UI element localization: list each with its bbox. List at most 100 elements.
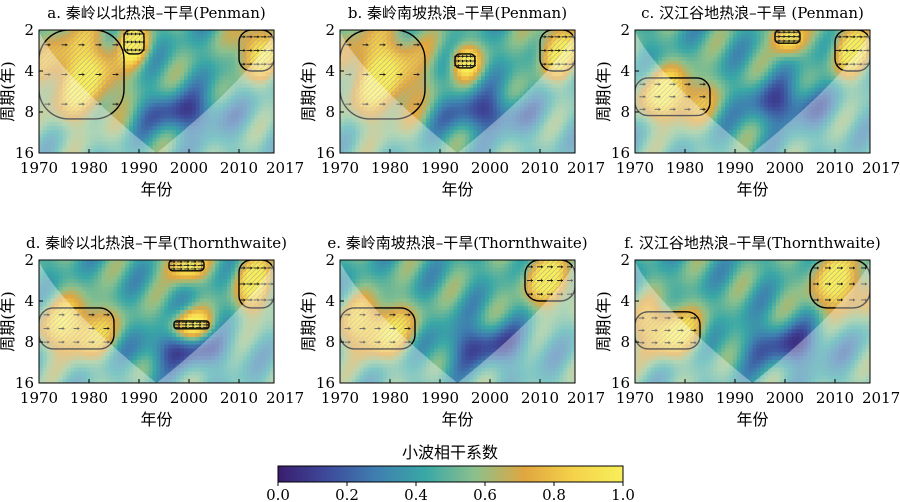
y-tick-label: 4 (325, 62, 335, 80)
colorbar-tick-label: 0.0 (266, 486, 290, 502)
y-tick-label: 8 (24, 103, 34, 121)
x-tick-label: 1980 (70, 159, 108, 177)
x-tick-label: 2010 (220, 159, 258, 177)
colorbar-tick-label: 0.2 (335, 486, 359, 502)
cone-of-influence (457, 260, 575, 383)
y-axis-label: 周期(年) (299, 291, 318, 352)
x-tick-label: 1980 (371, 159, 409, 177)
y-tick-label: 2 (620, 21, 630, 39)
y-tick-label: 4 (24, 292, 34, 310)
plot-frame (634, 259, 871, 384)
x-axis-label: 年份 (140, 410, 172, 429)
x-tick-label: 1990 (421, 389, 459, 407)
y-tick-label: 8 (620, 103, 630, 121)
x-tick-label: 1990 (421, 159, 459, 177)
panel-c: c. 汉江谷地热浪–干旱 (Penman) 1970 1980 1990 2000 201… (594, 4, 900, 199)
y-tick-label: 16 (15, 144, 34, 162)
x-tick-label: 2017 (862, 159, 900, 177)
phase-arrows (344, 265, 573, 344)
panel-title: e. 秦岭南坡热浪–干旱(Thornthwaite) (327, 234, 587, 252)
x-tick-label: 2000 (471, 159, 509, 177)
y-tick-label: 2 (24, 21, 34, 39)
x-tick-label: 1980 (70, 389, 108, 407)
x-axis-label: 年份 (441, 410, 473, 429)
y-tick-label: 2 (24, 251, 34, 269)
x-tick-label: 2017 (266, 389, 304, 407)
x-tick-label: 2000 (170, 389, 208, 407)
phase-arrows (345, 35, 575, 106)
x-tick-label: 1970 (616, 389, 654, 407)
x-tick-label: 2000 (766, 159, 804, 177)
significance-contour (238, 260, 274, 309)
cone-of-influence (156, 30, 274, 153)
significance-contour (635, 77, 711, 117)
significance-contour (635, 311, 701, 350)
x-tick-label: 2000 (471, 389, 509, 407)
significance-contour (524, 260, 575, 302)
y-tick-label: 16 (316, 374, 335, 392)
colorbar: 小波相干系数 0.0 0.2 0.4 0.6 0.8 1.0 (266, 443, 635, 502)
cone-of-influence (752, 30, 870, 153)
significance-contour (834, 30, 870, 72)
significance-contour (340, 30, 426, 120)
significance-contour (39, 30, 125, 120)
x-tick-label: 2010 (220, 389, 258, 407)
y-tick-label: 2 (620, 251, 630, 269)
x-tick-label: 1970 (20, 159, 58, 177)
cone-of-influence (340, 30, 458, 153)
plot-frame (339, 259, 576, 384)
y-tick-label: 8 (620, 333, 630, 351)
panel-title: a. 秦岭以北热浪–干旱(Penman) (47, 4, 265, 22)
plot-frame (38, 259, 275, 384)
x-tick-label: 2010 (521, 159, 559, 177)
plot-frame (38, 29, 275, 154)
cone-of-influence (457, 30, 575, 153)
panel-a: a. 秦岭以北热浪–干旱(Penman) 1970 1980 1990 2000 2010… (0, 4, 304, 199)
cone-of-influence (752, 260, 870, 383)
x-tick-label: 1980 (371, 389, 409, 407)
y-axis-label: 周期(年) (594, 291, 613, 352)
plot-frame (339, 29, 576, 154)
cone-of-influence (635, 30, 753, 153)
y-tick-label: 16 (15, 374, 34, 392)
phase-arrows (43, 260, 274, 344)
y-tick-label: 8 (24, 333, 34, 351)
panel-title: d. 秦岭以北热浪–干旱(Thornthwaite) (26, 234, 287, 252)
y-tick-label: 16 (611, 144, 630, 162)
phase-arrows (638, 266, 867, 345)
significance-contour (340, 307, 416, 350)
y-tick-label: 2 (325, 21, 335, 39)
x-axis-label: 年份 (736, 410, 768, 429)
phase-arrows (44, 32, 274, 106)
panel-f: f. 汉江谷地热浪–干旱(Thornthwaite) 1970 1980 1990 20… (594, 234, 900, 429)
x-tick-label: 1990 (120, 159, 158, 177)
x-tick-label: 2017 (567, 389, 605, 407)
x-tick-label: 2017 (862, 389, 900, 407)
y-tick-label: 4 (325, 292, 335, 310)
x-axis-label: 年份 (140, 180, 172, 199)
significance-contour (173, 320, 210, 330)
y-axis-label: 周期(年) (0, 61, 17, 122)
y-axis-label: 周期(年) (299, 61, 318, 122)
y-axis-label: 周期(年) (594, 61, 613, 122)
x-tick-label: 1980 (666, 159, 704, 177)
plot-frame (634, 29, 871, 154)
x-tick-label: 2017 (266, 159, 304, 177)
y-tick-label: 4 (620, 62, 630, 80)
colorbar-label: 小波相干系数 (402, 443, 498, 462)
phase-arrows (639, 30, 870, 111)
y-tick-label: 16 (316, 144, 335, 162)
colorbar-tick-label: 0.8 (542, 486, 566, 502)
x-tick-label: 2000 (766, 389, 804, 407)
y-tick-label: 4 (620, 292, 630, 310)
x-tick-label: 1970 (616, 159, 654, 177)
x-tick-label: 2010 (816, 389, 854, 407)
x-axis-label: 年份 (736, 180, 768, 199)
panel-e: e. 秦岭南坡热浪–干旱(Thornthwaite) 1970 1980 1990 20… (299, 234, 605, 429)
y-tick-label: 8 (325, 103, 335, 121)
x-tick-label: 2017 (567, 159, 605, 177)
colorbar-tick-label: 1.0 (611, 486, 635, 502)
x-tick-label: 1970 (321, 159, 359, 177)
panel-title: b. 秦岭南坡热浪–干旱(Penman) (348, 4, 567, 22)
panel-b: b. 秦岭南坡热浪–干旱(Penman) 1970 1980 1990 2000 2010… (299, 4, 605, 199)
